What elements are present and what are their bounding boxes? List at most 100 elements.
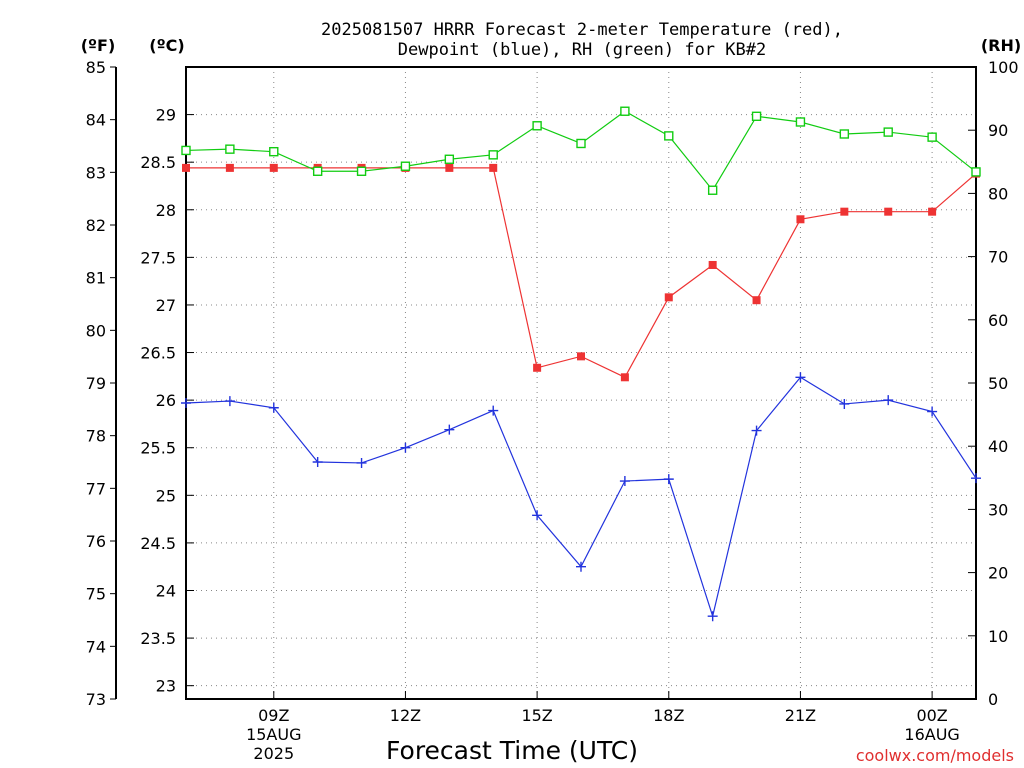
celsius-tick-label: 24 [156,581,176,600]
data-point-marker [532,121,542,131]
data-point-marker [884,207,893,216]
rh-tick-label: 70 [988,248,1008,267]
data-point-marker [576,138,586,149]
rh-unit-label: (RH) [981,36,1021,55]
data-point-marker [356,166,367,176]
celsius-unit-label: (ºC) [149,36,184,55]
fahrenheit-tick-label: 85 [86,58,106,77]
time-tick-label: 12Z [390,706,421,725]
data-point-marker [182,163,190,172]
data-point-marker [577,352,585,361]
grid-lines [186,67,976,699]
axis-ticks: 23 23.5 24 24.5 25 25.5 26 26.5 27 27.5 28 28.5 29 73… [86,58,1019,763]
data-point-marker [269,146,279,157]
fahrenheit-tick-label: 83 [86,163,106,182]
fahrenheit-tick-label: 73 [86,690,106,709]
rh-tick-label: 50 [988,374,1008,393]
series-line [185,376,977,619]
celsius-tick-label: 24.5 [140,534,176,553]
fahrenheit-tick-label: 81 [86,269,106,288]
celsius-tick-label: 23 [156,677,176,696]
time-tick-label: 18Z [653,706,684,725]
fahrenheit-tick-label: 80 [86,321,106,340]
data-point-marker [883,127,893,137]
fahrenheit-tick-label: 84 [86,111,106,130]
time-tick-label: 16AUG [904,725,959,744]
data-point-marker [708,260,717,269]
series-layer [181,106,981,622]
fahrenheit-unit-label: (ºF) [81,36,116,55]
data-point-marker [795,117,806,127]
time-tick-label: 21Z [785,706,816,725]
credit-text: coolwx.com/models [856,746,1014,765]
rh-tick-label: 20 [988,564,1008,583]
data-point-marker [532,510,543,521]
series-line [185,110,977,192]
data-point-marker [224,396,235,407]
data-point-marker [883,395,894,406]
rh-tick-label: 10 [988,627,1008,646]
time-tick-label: 15Z [521,706,552,725]
celsius-tick-label: 27.5 [140,248,176,267]
data-point-marker [927,406,938,417]
celsius-tick-label: 26 [156,391,176,410]
data-point-marker [839,398,850,409]
data-point-marker [533,363,542,372]
celsius-tick-label: 29 [156,106,176,125]
fahrenheit-tick-label: 75 [86,585,106,604]
chart-title-line2: Dewpoint (blue), RH (green) for KB#2 [398,40,766,60]
time-tick-label: 00Z [916,706,947,725]
data-point-marker [971,473,981,484]
data-point-marker [840,207,849,216]
data-point-marker [751,111,762,121]
data-point-marker [663,474,674,485]
data-point-marker [400,442,411,453]
fahrenheit-tick-label: 76 [86,532,106,551]
series-line [186,167,977,379]
celsius-tick-label: 28.5 [140,153,176,172]
data-point-marker [356,457,367,468]
data-point-marker [707,185,718,195]
time-tick-label: 15AUG [246,725,301,744]
data-point-marker [576,561,586,572]
data-point-marker [664,131,674,141]
data-point-marker [796,215,805,224]
rh-tick-label: 80 [988,184,1008,203]
celsius-tick-label: 23.5 [140,629,176,648]
data-point-marker [269,163,278,172]
data-point-marker [488,150,498,160]
data-point-marker [225,144,235,154]
celsius-tick-label: 26.5 [140,344,176,363]
data-point-marker [225,163,234,172]
data-point-marker [795,372,806,383]
celsius-tick-label: 28 [156,201,176,220]
data-point-marker [751,425,762,436]
data-point-marker [620,106,630,116]
time-tick-label: 2025 [253,744,294,763]
data-point-marker [268,402,279,413]
data-point-marker [488,405,499,416]
fahrenheit-tick-label: 78 [86,427,106,446]
data-point-marker [444,154,455,164]
rh-tick-label: 0 [988,690,998,709]
rh-tick-label: 60 [988,311,1008,330]
celsius-tick-label: 27 [156,296,176,315]
data-point-marker [620,373,629,382]
data-point-marker [312,457,323,467]
data-point-marker [971,167,981,177]
data-point-marker [181,397,191,408]
fahrenheit-tick-label: 79 [86,374,106,393]
data-point-marker [444,424,455,435]
data-point-marker [752,296,761,305]
data-point-marker [839,129,850,139]
celsius-tick-label: 25 [156,486,176,505]
data-point-marker [927,132,937,142]
rh-tick-label: 90 [988,121,1008,140]
data-point-marker [400,161,411,171]
fahrenheit-tick-label: 77 [86,479,106,498]
data-point-marker [489,163,498,172]
celsius-tick-label: 25.5 [140,439,176,458]
data-point-marker [181,145,191,156]
data-point-marker [707,611,718,622]
